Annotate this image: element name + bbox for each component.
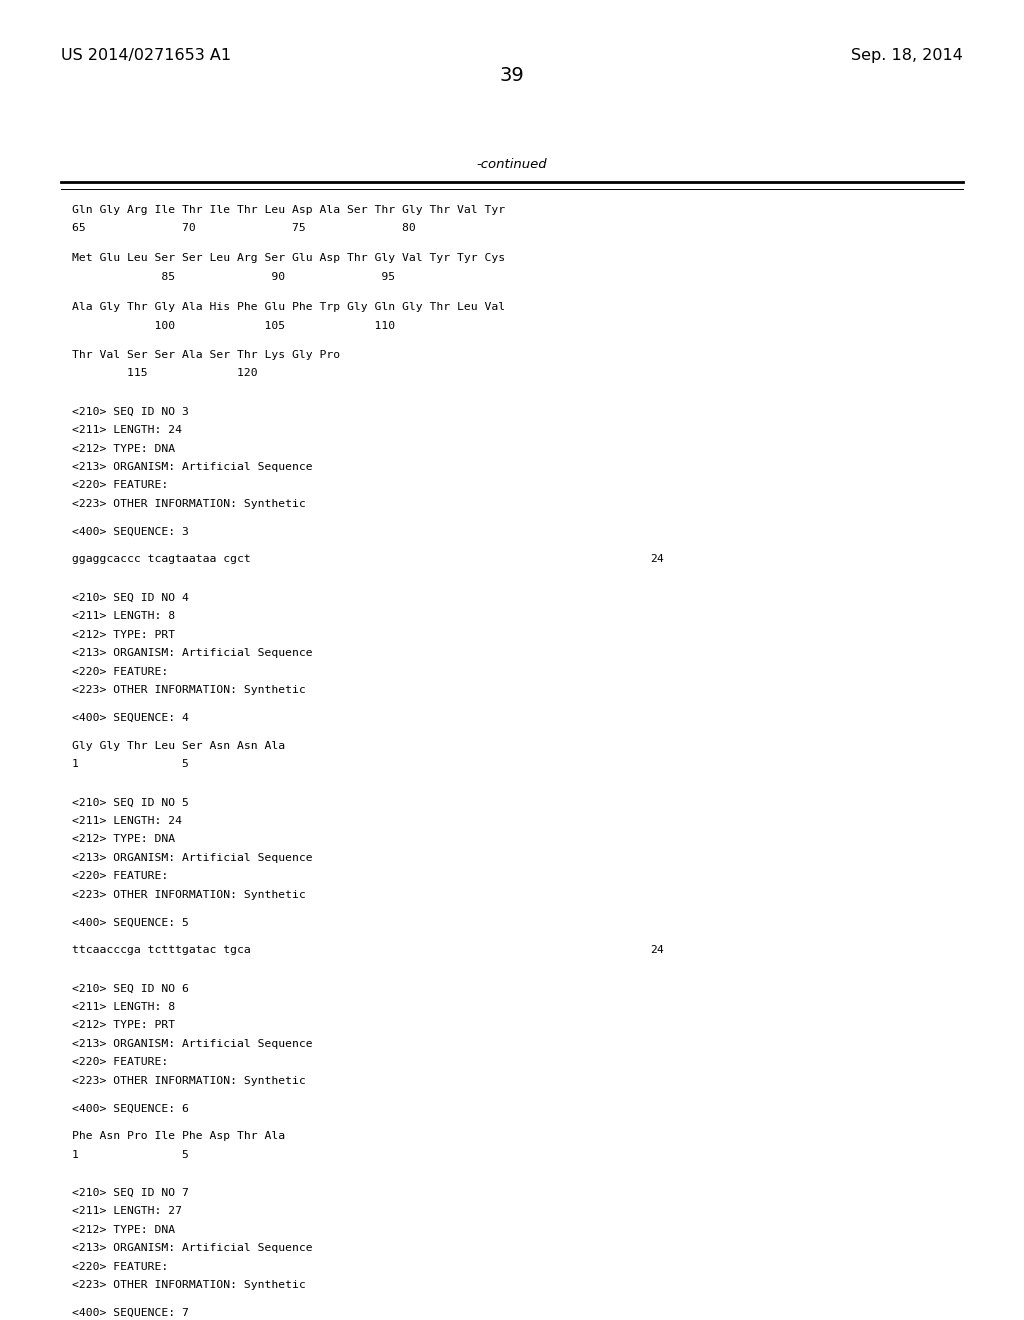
Text: <220> FEATURE:: <220> FEATURE:: [72, 1262, 168, 1272]
Text: <212> TYPE: DNA: <212> TYPE: DNA: [72, 1225, 175, 1236]
Text: ggaggcaccc tcagtaataa cgct: ggaggcaccc tcagtaataa cgct: [72, 554, 251, 565]
Text: 85              90              95: 85 90 95: [72, 272, 395, 282]
Text: <211> LENGTH: 8: <211> LENGTH: 8: [72, 1002, 175, 1012]
Text: <220> FEATURE:: <220> FEATURE:: [72, 1057, 168, 1068]
Text: 115             120: 115 120: [72, 368, 257, 379]
Text: Thr Val Ser Ser Ala Ser Thr Lys Gly Pro: Thr Val Ser Ser Ala Ser Thr Lys Gly Pro: [72, 350, 340, 360]
Text: 1               5: 1 5: [72, 759, 188, 770]
Text: <210> SEQ ID NO 5: <210> SEQ ID NO 5: [72, 797, 188, 808]
Text: <220> FEATURE:: <220> FEATURE:: [72, 667, 168, 677]
Text: Ala Gly Thr Gly Ala His Phe Glu Phe Trp Gly Gln Gly Thr Leu Val: Ala Gly Thr Gly Ala His Phe Glu Phe Trp …: [72, 302, 505, 313]
Text: <220> FEATURE:: <220> FEATURE:: [72, 871, 168, 882]
Text: <211> LENGTH: 27: <211> LENGTH: 27: [72, 1206, 181, 1217]
Text: Gly Gly Thr Leu Ser Asn Asn Ala: Gly Gly Thr Leu Ser Asn Asn Ala: [72, 741, 285, 751]
Text: <220> FEATURE:: <220> FEATURE:: [72, 480, 168, 491]
Text: <400> SEQUENCE: 4: <400> SEQUENCE: 4: [72, 713, 188, 723]
Text: <212> TYPE: DNA: <212> TYPE: DNA: [72, 444, 175, 454]
Text: <212> TYPE: PRT: <212> TYPE: PRT: [72, 630, 175, 640]
Text: <400> SEQUENCE: 7: <400> SEQUENCE: 7: [72, 1308, 188, 1319]
Text: <223> OTHER INFORMATION: Synthetic: <223> OTHER INFORMATION: Synthetic: [72, 499, 305, 510]
Text: 65              70              75              80: 65 70 75 80: [72, 223, 416, 234]
Text: Sep. 18, 2014: Sep. 18, 2014: [851, 48, 963, 62]
Text: <211> LENGTH: 24: <211> LENGTH: 24: [72, 816, 181, 826]
Text: <213> ORGANISM: Artificial Sequence: <213> ORGANISM: Artificial Sequence: [72, 462, 312, 473]
Text: <210> SEQ ID NO 3: <210> SEQ ID NO 3: [72, 407, 188, 417]
Text: <213> ORGANISM: Artificial Sequence: <213> ORGANISM: Artificial Sequence: [72, 648, 312, 659]
Text: <223> OTHER INFORMATION: Synthetic: <223> OTHER INFORMATION: Synthetic: [72, 685, 305, 696]
Text: Phe Asn Pro Ile Phe Asp Thr Ala: Phe Asn Pro Ile Phe Asp Thr Ala: [72, 1131, 285, 1142]
Text: <223> OTHER INFORMATION: Synthetic: <223> OTHER INFORMATION: Synthetic: [72, 890, 305, 900]
Text: <400> SEQUENCE: 5: <400> SEQUENCE: 5: [72, 917, 188, 928]
Text: 39: 39: [500, 66, 524, 84]
Text: 100             105             110: 100 105 110: [72, 321, 395, 331]
Text: <400> SEQUENCE: 6: <400> SEQUENCE: 6: [72, 1104, 188, 1114]
Text: <223> OTHER INFORMATION: Synthetic: <223> OTHER INFORMATION: Synthetic: [72, 1076, 305, 1086]
Text: <400> SEQUENCE: 3: <400> SEQUENCE: 3: [72, 527, 188, 537]
Text: <210> SEQ ID NO 4: <210> SEQ ID NO 4: [72, 593, 188, 603]
Text: <210> SEQ ID NO 6: <210> SEQ ID NO 6: [72, 983, 188, 994]
Text: <212> TYPE: PRT: <212> TYPE: PRT: [72, 1020, 175, 1031]
Text: 24: 24: [650, 554, 664, 565]
Text: Gln Gly Arg Ile Thr Ile Thr Leu Asp Ala Ser Thr Gly Thr Val Tyr: Gln Gly Arg Ile Thr Ile Thr Leu Asp Ala …: [72, 205, 505, 215]
Text: -continued: -continued: [477, 158, 547, 172]
Text: ttcaacccga tctttgatac tgca: ttcaacccga tctttgatac tgca: [72, 945, 251, 956]
Text: <211> LENGTH: 24: <211> LENGTH: 24: [72, 425, 181, 436]
Text: US 2014/0271653 A1: US 2014/0271653 A1: [61, 48, 231, 62]
Text: <223> OTHER INFORMATION: Synthetic: <223> OTHER INFORMATION: Synthetic: [72, 1280, 305, 1291]
Text: <212> TYPE: DNA: <212> TYPE: DNA: [72, 834, 175, 845]
Text: 1               5: 1 5: [72, 1150, 188, 1160]
Text: <210> SEQ ID NO 7: <210> SEQ ID NO 7: [72, 1188, 188, 1199]
Text: Met Glu Leu Ser Ser Leu Arg Ser Glu Asp Thr Gly Val Tyr Tyr Cys: Met Glu Leu Ser Ser Leu Arg Ser Glu Asp …: [72, 253, 505, 264]
Text: <213> ORGANISM: Artificial Sequence: <213> ORGANISM: Artificial Sequence: [72, 1039, 312, 1049]
Text: <211> LENGTH: 8: <211> LENGTH: 8: [72, 611, 175, 622]
Text: <213> ORGANISM: Artificial Sequence: <213> ORGANISM: Artificial Sequence: [72, 1243, 312, 1254]
Text: <213> ORGANISM: Artificial Sequence: <213> ORGANISM: Artificial Sequence: [72, 853, 312, 863]
Text: 24: 24: [650, 945, 664, 956]
